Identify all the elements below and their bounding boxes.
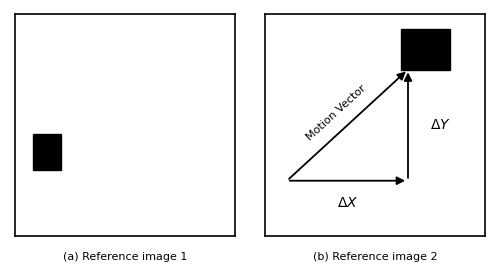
Text: $\Delta X$: $\Delta X$ — [337, 196, 358, 210]
Bar — [402, 29, 450, 70]
Bar — [32, 134, 61, 170]
Text: (a) Reference image 1: (a) Reference image 1 — [63, 252, 187, 262]
Text: $\Delta Y$: $\Delta Y$ — [430, 118, 451, 132]
Text: (b) Reference image 2: (b) Reference image 2 — [312, 252, 438, 262]
Text: Motion Vector: Motion Vector — [305, 84, 368, 143]
